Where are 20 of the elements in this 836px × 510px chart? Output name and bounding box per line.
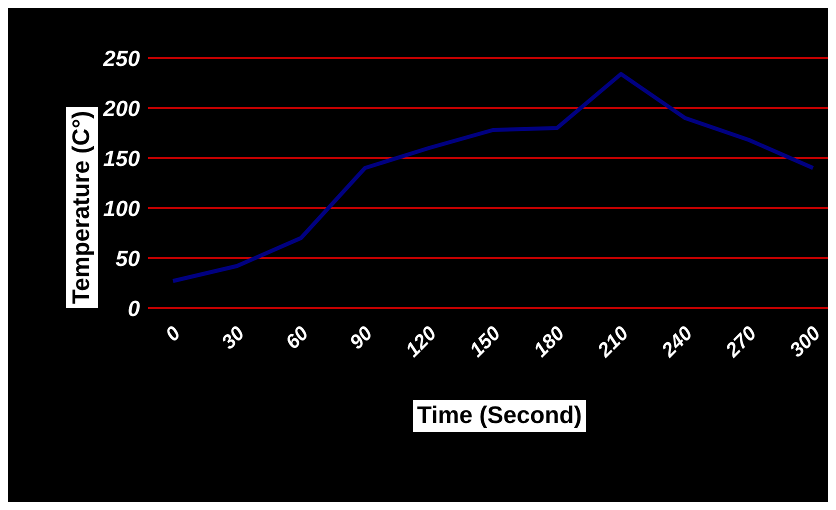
x-tick-label: 300 xyxy=(786,322,826,362)
x-tick-label: 210 xyxy=(593,322,634,362)
x-tick-label: 90 xyxy=(346,322,378,354)
y-tick-label: 200 xyxy=(102,96,141,121)
line-series xyxy=(171,72,815,283)
x-tick-label: 120 xyxy=(402,322,442,362)
y-tick-label: 50 xyxy=(116,246,141,271)
x-tick-label: 270 xyxy=(721,322,762,362)
x-tick-label: 180 xyxy=(530,322,570,362)
x-tick-label: 150 xyxy=(466,322,506,362)
x-tick-label: 30 xyxy=(218,322,250,354)
y-axis-title: Temperature (C°) xyxy=(66,106,98,308)
x-tick-label: 240 xyxy=(657,322,698,362)
y-tick-label: 100 xyxy=(103,196,141,221)
x-tick-label: 0 xyxy=(162,322,186,346)
y-tick-label: 0 xyxy=(128,296,141,321)
y-tick-label: 250 xyxy=(102,46,141,71)
y-tick-label: 150 xyxy=(103,146,141,171)
x-tick-label: 60 xyxy=(282,322,314,354)
x-axis-title: Time (Second) xyxy=(413,400,586,432)
